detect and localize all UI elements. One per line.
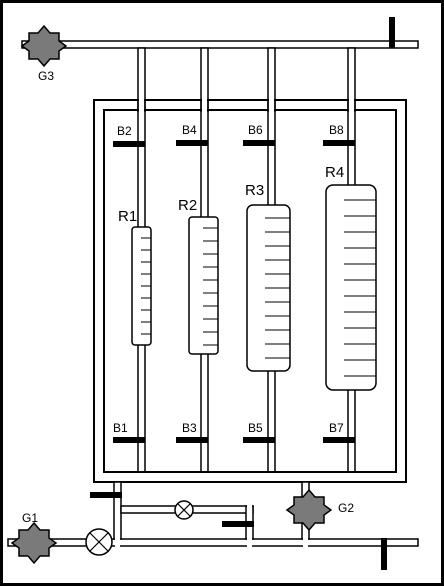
outlet-valve-left <box>90 492 122 498</box>
valve-b4-label: B4 <box>182 123 197 137</box>
outlet-valve-right <box>222 521 254 527</box>
gear-g2-label: G2 <box>338 501 354 515</box>
valve-b7-bar <box>323 437 355 443</box>
top-pipe-stop <box>389 17 395 48</box>
valve-b1-label: B1 <box>113 421 128 435</box>
mixing-valve-small <box>174 500 194 520</box>
gear-g1-icon <box>10 521 58 565</box>
mixing-valve-large <box>85 528 113 556</box>
valve-b1-bar <box>113 437 145 443</box>
bottom-pipe <box>7 538 419 547</box>
valve-b5-label: B5 <box>248 421 263 435</box>
gear-g2-icon <box>285 488 333 532</box>
tank-r2-label: R2 <box>178 197 197 214</box>
valve-b7-label: B7 <box>329 421 344 435</box>
tank-r1 <box>131 226 152 346</box>
valve-markers <box>90 17 395 570</box>
tank-r2 <box>188 216 219 355</box>
tank-r4-label: R4 <box>325 164 344 181</box>
gear-g3-label: G3 <box>38 69 54 83</box>
valve-b6-label: B6 <box>248 123 263 137</box>
bottom-pipe-stop <box>381 538 387 570</box>
tank-r3 <box>246 204 291 372</box>
gear-g3-icon <box>20 24 68 68</box>
valve-b3-label: B3 <box>182 421 197 435</box>
tank-r3-label: R3 <box>245 182 264 199</box>
top-pipe <box>21 40 419 49</box>
valve-b6-bar <box>243 140 275 146</box>
valve-b2-bar <box>113 141 145 147</box>
valve-b5-bar <box>243 437 275 443</box>
valve-b3-bar <box>176 437 208 443</box>
valve-b8-bar <box>323 140 355 146</box>
valve-b8-label: B8 <box>329 123 344 137</box>
valve-b2-label: B2 <box>117 124 132 138</box>
tank-r1-label: R1 <box>118 208 137 225</box>
gear-g1-label: G1 <box>22 511 38 525</box>
tank-r4 <box>325 184 377 391</box>
valve-b4-bar <box>176 140 208 146</box>
